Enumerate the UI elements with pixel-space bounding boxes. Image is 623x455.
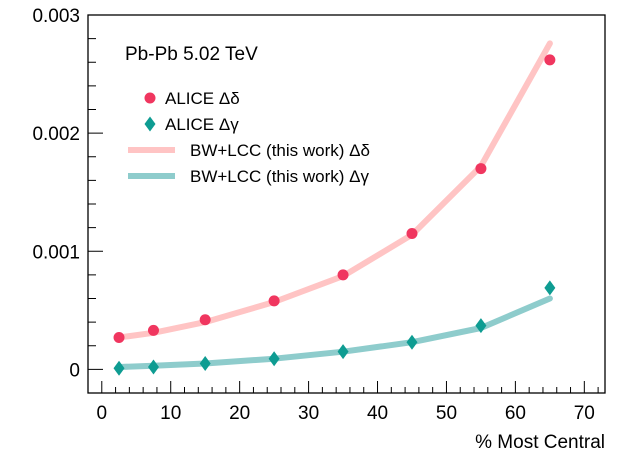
plot-frame [87,14,606,394]
alice-delta-gamma-point [199,355,211,371]
x-axis-title: % Most Central [475,432,605,453]
alice-delta-gamma-point [475,318,487,334]
alice-delta-delta-point [337,269,349,281]
alice-delta-delta-point [199,314,211,326]
alice-delta-delta-point [268,295,280,307]
alice-delta-delta-point [113,331,125,343]
legend-label: BW+LCC (this work) Δδ [190,141,370,160]
y-tick-label: 0.002 [32,124,80,145]
x-tick-label: 20 [229,403,250,424]
y-tick-label: 0.001 [32,242,80,263]
alice-delta-delta-point [544,54,556,66]
alice-delta-delta-point [147,324,159,336]
legend-label: BW+LCC (this work) Δγ [190,167,370,186]
model-curves [116,40,553,370]
collision-system-annotation: Pb-Pb 5.02 TeV [125,44,258,65]
legend-label: ALICE Δγ [165,115,239,134]
alice-delta-gamma-point [147,359,159,375]
x-tick-label: 10 [160,403,181,424]
x-tick-label: 40 [367,403,388,424]
alice-delta-gamma-point [337,344,349,360]
x-tick-label: 50 [436,403,457,424]
y-tick-label: 0 [69,360,80,381]
legend-marker [144,92,156,104]
x-tick-label: 60 [505,403,526,424]
model-curve-line [116,40,553,341]
model-curve-line [116,295,553,370]
alice-delta-delta-point [475,163,487,175]
legend: ALICE Δδ ALICE Δγ BW+LCC (this work) Δδ BW+… [128,89,370,186]
legend-marker [144,116,156,132]
legend-label: ALICE Δδ [165,89,240,108]
data-points [113,54,556,376]
alice-delta-gamma-point [113,360,125,376]
axes: 0 10 20 30 40 50 60 70 0 0.001 0.002 0.003 [32,6,606,424]
x-tick-label: 0 [96,403,107,424]
x-tick-label: 30 [298,403,319,424]
x-tick-label: 70 [574,403,595,424]
alice-delta-gamma-point [406,334,418,350]
alice-delta-gamma-point [544,280,556,296]
y-tick-label: 0.003 [32,6,80,27]
alice-delta-delta-point [406,228,418,240]
alice-delta-gamma-point [268,351,280,367]
